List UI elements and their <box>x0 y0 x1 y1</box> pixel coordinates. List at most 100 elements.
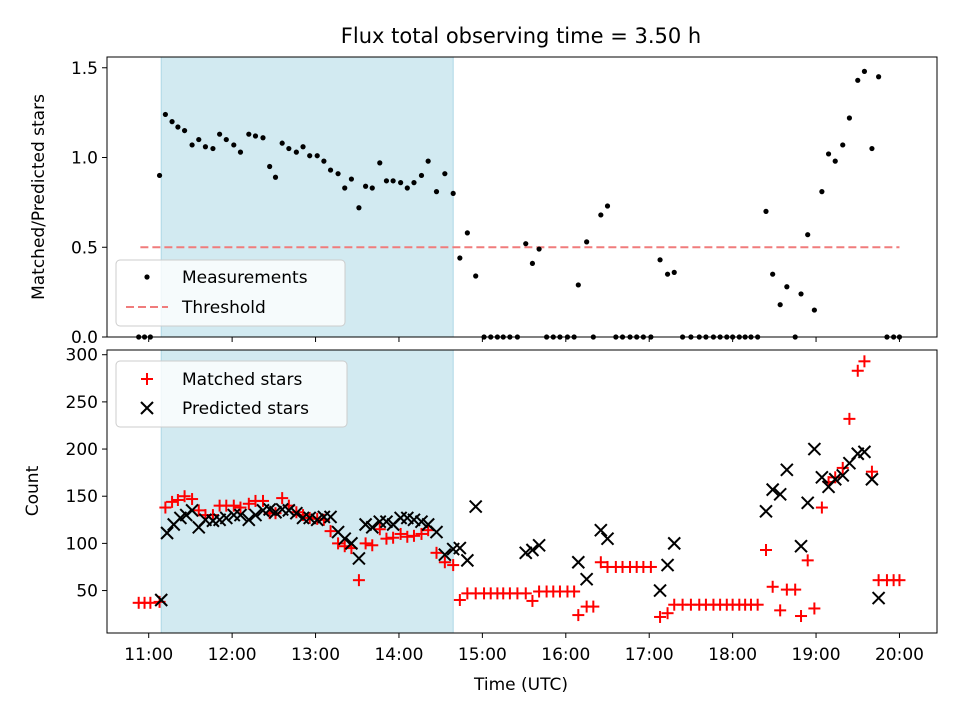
bot-ytick-label: 200 <box>66 440 98 460</box>
xtick-label: 17:00 <box>625 645 674 665</box>
matched-point <box>366 539 379 552</box>
matched-point <box>654 610 667 623</box>
measurement-point <box>464 230 470 236</box>
xtick-label: 13:00 <box>291 645 340 665</box>
matched-point <box>430 546 443 559</box>
bot-ytick-label: 250 <box>66 393 98 413</box>
measurement-point <box>169 119 175 125</box>
matched-point <box>774 604 787 617</box>
predicted-point <box>310 513 324 527</box>
xtick-label: 18:00 <box>708 645 757 665</box>
predicted-point <box>836 468 850 483</box>
predicted-point <box>594 523 608 537</box>
predicted-point <box>358 517 373 532</box>
top-ylabel: Matched/Predicted stars <box>29 94 49 300</box>
legend-matched-marker <box>141 373 153 385</box>
predicted-point <box>379 514 394 529</box>
matched-point <box>759 543 772 556</box>
measurement-point <box>442 171 448 177</box>
matched-point <box>526 594 539 607</box>
measurement-point <box>279 140 285 146</box>
measurement-point <box>321 158 327 164</box>
matched-point <box>789 583 802 596</box>
top-ytick-label: 0.5 <box>71 238 98 258</box>
bottom-legend: Matched stars Predicted stars <box>115 360 348 428</box>
predicted-point <box>660 558 675 572</box>
measurement-point <box>196 136 202 143</box>
matched-point <box>234 501 247 514</box>
predicted-point <box>579 572 594 586</box>
matched-point <box>394 527 407 540</box>
predicted-point <box>468 499 483 514</box>
predicted-point <box>344 536 359 551</box>
predicted-point <box>600 531 615 546</box>
matched-point <box>373 523 386 536</box>
bot-ytick-label: 300 <box>66 346 98 366</box>
matched-point <box>843 412 856 425</box>
measurement-point <box>777 302 783 308</box>
matched-point <box>865 465 878 478</box>
predicted-point <box>289 506 304 520</box>
matched-point <box>332 537 345 550</box>
matched-point <box>171 493 184 506</box>
matched-point <box>407 529 420 542</box>
matched-point <box>893 574 906 587</box>
matched-point <box>242 497 255 510</box>
legend-threshold-label: Threshold <box>181 298 266 318</box>
legend-measurements-marker <box>144 274 150 280</box>
matched-point <box>751 598 764 611</box>
matched-point <box>276 492 289 505</box>
measurement-point <box>300 144 306 150</box>
predicted-point <box>460 553 475 568</box>
predicted-point <box>414 514 429 529</box>
matched-point <box>447 559 460 572</box>
measurement-point <box>869 145 875 152</box>
legend-predicted-label: Predicted stars <box>182 399 309 419</box>
legend-predicted-marker <box>140 401 154 415</box>
predicted-point <box>160 526 174 540</box>
predicted-point <box>765 482 780 497</box>
top-axes-frame <box>106 56 938 338</box>
matched-point <box>186 493 199 506</box>
predicted-point <box>857 445 872 459</box>
measurement-point <box>314 153 320 159</box>
predicted-point <box>338 531 352 546</box>
top-legend: Measurements Threshold <box>115 259 346 327</box>
legend-measurements-label: Measurements <box>182 268 308 288</box>
measurement-point <box>210 145 216 152</box>
measurement-point <box>575 282 581 288</box>
matched-point <box>159 501 172 514</box>
predicted-point <box>282 503 296 518</box>
bottom-ylabel: Count <box>23 465 43 516</box>
measurement-point <box>272 174 279 180</box>
matched-point <box>795 610 808 623</box>
measurement-point <box>855 77 861 83</box>
matched-point <box>227 499 240 512</box>
predicted-point <box>759 504 773 519</box>
measurement-point <box>293 149 299 155</box>
predicted-point <box>871 591 886 605</box>
measurement-point <box>425 158 431 164</box>
measurement-point <box>604 203 611 209</box>
matched-point <box>858 355 871 368</box>
matched-point <box>801 554 814 567</box>
measurement-point <box>846 115 853 121</box>
matched-point <box>453 593 466 606</box>
predicted-point <box>242 513 256 527</box>
measurement-point <box>584 239 590 245</box>
predicted-point <box>233 508 248 522</box>
matched-point <box>438 556 451 569</box>
measurement-point <box>286 145 292 152</box>
measurement-point <box>598 212 604 218</box>
matched-point <box>422 524 435 537</box>
top-legend-box <box>115 259 346 327</box>
measurement-point <box>181 127 188 134</box>
predicted-point <box>807 442 822 456</box>
predicted-point <box>653 583 667 598</box>
xtick-label: 16:00 <box>541 645 590 665</box>
measurement-point <box>536 246 542 252</box>
predicted-point <box>323 510 338 524</box>
measurement-point <box>223 136 229 143</box>
